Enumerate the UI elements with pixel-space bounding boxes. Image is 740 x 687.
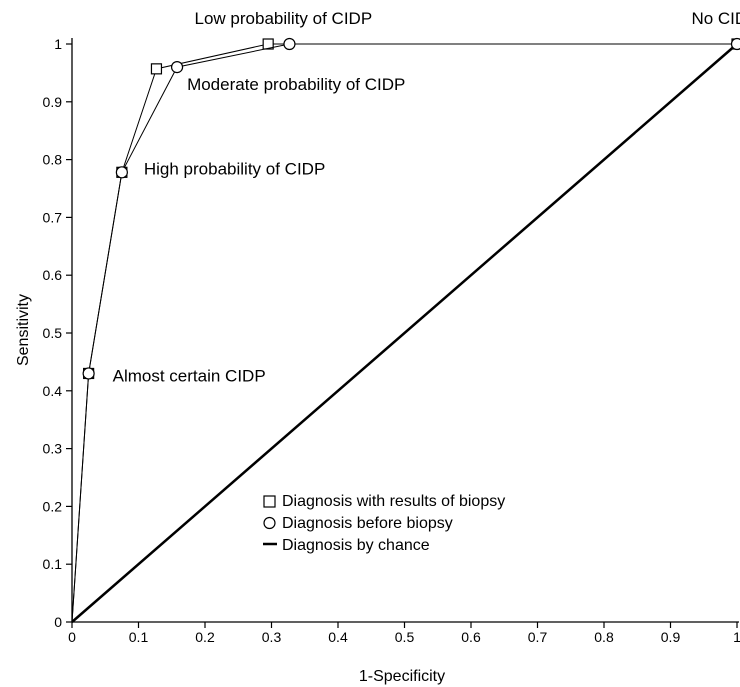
x-axis-label: 1-Specificity: [359, 668, 445, 685]
annotations-group: Almost certain CIDP High probability of C…: [113, 9, 740, 385]
x-tick-label: 0.5: [395, 629, 415, 645]
x-tick-label: 0.2: [195, 629, 215, 645]
annotation-label: High probability of CIDP: [144, 159, 325, 178]
y-tick-label: 1: [54, 36, 62, 52]
circle-point: [283, 37, 296, 51]
chance-line-group: [71, 43, 738, 623]
annotation-label: Moderate probability of CIDP: [187, 75, 405, 94]
square-point: [262, 38, 274, 50]
legend-label-chance: Diagnosis by chance: [282, 537, 430, 554]
x-tick-label: 1: [733, 629, 740, 645]
y-tick-label: 0.5: [43, 325, 63, 341]
circle-point: [730, 37, 740, 51]
y-tick-label: 0.3: [43, 441, 63, 457]
y-tick-label: 0.6: [43, 267, 63, 283]
circle-point: [115, 166, 128, 179]
legend-label-before-biopsy: Diagnosis before biopsy: [282, 515, 453, 532]
y-tick-label: 0.8: [43, 152, 63, 168]
square-point: [150, 63, 163, 75]
y-tick-label: 0.9: [43, 94, 63, 110]
y-tick-label: 0.4: [43, 383, 63, 399]
legend: Diagnosis with results of biopsy Diagnos…: [263, 493, 505, 554]
circle-point: [170, 61, 184, 74]
annotation-label: Low probability of CIDP: [195, 9, 373, 28]
y-tick-label: 0.2: [43, 498, 63, 514]
legend-square-marker: [263, 495, 276, 508]
y-tick-label: 0.7: [43, 209, 63, 225]
series-group: [71, 37, 740, 623]
annotation-label: No CIDP: [691, 9, 740, 28]
annotation-label: Almost certain CIDP: [113, 366, 266, 385]
y-tick-label: 0: [54, 614, 62, 630]
y-tick-label: 0.1: [43, 556, 63, 572]
legend-label-biopsy: Diagnosis with results of biopsy: [282, 493, 505, 510]
x-tick-label: 0.4: [328, 629, 348, 645]
legend-circle-marker: [263, 516, 276, 530]
y-axis-label: Sensitivity: [15, 294, 32, 366]
circle-point: [82, 367, 95, 380]
x-tick-label: 0.3: [262, 629, 282, 645]
axes: 0 0.1 0.2 0.3 0.4 0.5 0.6 0.7 0.8 0.9 1 0 0.1 0.2 0.3 0…: [43, 36, 740, 645]
x-tick-label: 0: [68, 629, 76, 645]
x-tick-label: 0.9: [661, 629, 681, 645]
x-tick-label: 0.1: [129, 629, 149, 645]
series-line-circle: [71, 43, 737, 623]
x-tick-label: 0.6: [461, 629, 481, 645]
chance-line: [71, 43, 738, 623]
x-tick-label: 0.7: [528, 629, 548, 645]
x-tick-label: 0.8: [594, 629, 614, 645]
